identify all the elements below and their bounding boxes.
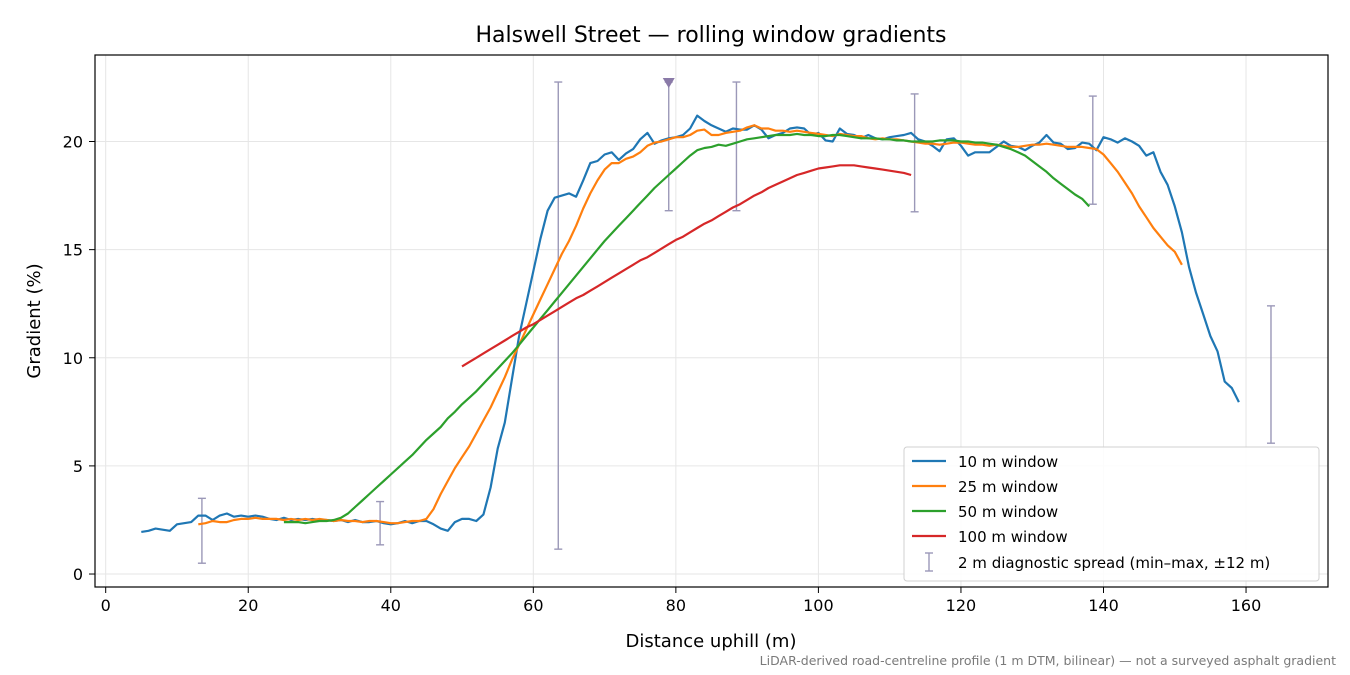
- markers: [662, 78, 675, 89]
- x-axis-ticks: 0 20 40 60 80 100 120 140 160: [101, 587, 1262, 615]
- x-axis-label: Distance uphill (m): [626, 631, 797, 652]
- legend: 10 m window 25 m window 50 m window 100 …: [903, 446, 1320, 582]
- y-axis-label: Gradient (%): [24, 263, 45, 378]
- chart-title: Halswell Street — rolling window gradien…: [475, 23, 946, 48]
- series-line-50m: [283, 132, 1091, 525]
- diagnostic-spread-bar: [554, 81, 563, 550]
- peak-marker: [662, 78, 675, 89]
- diagnostic-spread-bar: [732, 81, 741, 212]
- y-tick-label: 0: [73, 565, 83, 584]
- x-tick-label: 80: [666, 596, 686, 615]
- diagnostic-spread-bar: [197, 497, 206, 564]
- x-tick-label: 100: [803, 596, 834, 615]
- y-tick-label: 5: [73, 457, 83, 476]
- y-axis-ticks: 0 5 10 15 20: [63, 133, 95, 584]
- diagnostic-spread-bar: [910, 93, 919, 213]
- diagnostic-spread-bar: [1088, 95, 1097, 205]
- diagnostic-spread-bar: [1266, 305, 1275, 444]
- x-tick-label: 120: [946, 596, 977, 615]
- legend-box: [903, 446, 1320, 582]
- series-lines: [141, 114, 1240, 533]
- y-tick-label: 20: [63, 133, 83, 152]
- footnote: LiDAR-derived road-centreline profile (1…: [760, 653, 1336, 668]
- x-tick-label: 20: [238, 596, 258, 615]
- legend-label-100m: 100 m window: [958, 528, 1068, 546]
- x-tick-label: 40: [381, 596, 401, 615]
- legend-label-10m: 10 m window: [958, 453, 1058, 471]
- legend-label-50m: 50 m window: [958, 503, 1058, 521]
- diagnostic-spread-bars: [197, 81, 1275, 564]
- x-tick-label: 140: [1088, 596, 1119, 615]
- series-line-100m: [461, 164, 912, 368]
- x-tick-label: 0: [101, 596, 111, 615]
- y-tick-label: 10: [63, 349, 83, 368]
- legend-label-25m: 25 m window: [958, 478, 1058, 496]
- series-line-25m: [198, 124, 1183, 526]
- y-tick-label: 15: [63, 241, 83, 260]
- legend-swatch-diagnostic-spread: [925, 552, 933, 572]
- x-tick-label: 160: [1231, 596, 1262, 615]
- plot-frame: [94, 54, 1329, 588]
- legend-label-diagnostic-spread: 2 m diagnostic spread (min–max, ±12 m): [958, 554, 1270, 572]
- x-tick-label: 60: [523, 596, 543, 615]
